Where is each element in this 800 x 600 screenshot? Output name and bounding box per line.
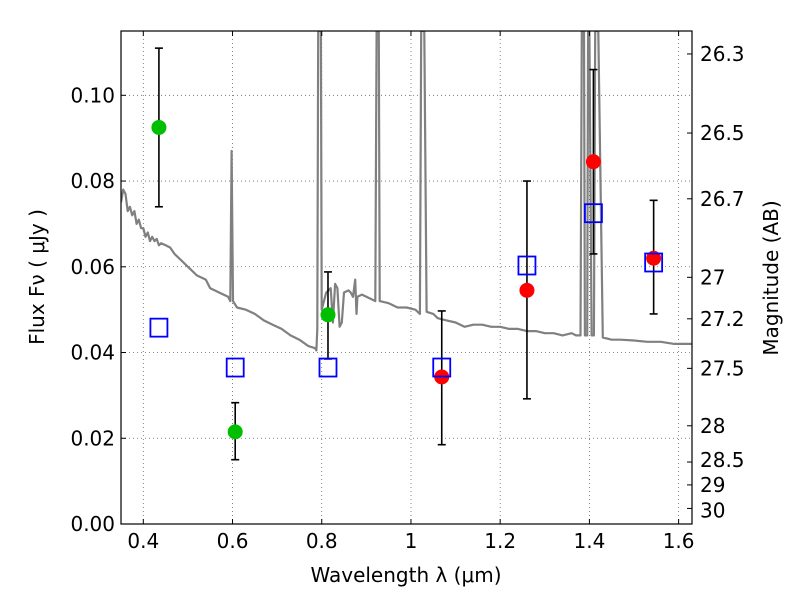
plot-frame bbox=[120, 30, 693, 525]
mag-tick-label: 27.5 bbox=[700, 356, 745, 380]
y-tick-label: 0.00 bbox=[70, 512, 115, 536]
model-band-point bbox=[517, 255, 537, 276]
data-point bbox=[646, 250, 662, 266]
y-tick-label: 0.06 bbox=[70, 255, 115, 279]
x-tick-label: 0.6 bbox=[217, 529, 249, 553]
x-tick-label: 1.6 bbox=[663, 529, 695, 553]
x-tick-label: 1.4 bbox=[573, 529, 605, 553]
model-band-point bbox=[149, 317, 169, 338]
data-point bbox=[320, 307, 336, 323]
y-axis-ticks: 0.00 0.02 0.04 0.06 0.08 0.10 bbox=[70, 83, 126, 536]
x-axis-ticks: 0.4 0.6 0.8 1 1.2 1.4 1.6 bbox=[127, 31, 695, 553]
mag-tick-label: 26.3 bbox=[700, 42, 745, 66]
data-point bbox=[585, 154, 601, 170]
y-tick-label: 0.04 bbox=[70, 341, 115, 365]
x-tick-label: 1 bbox=[405, 529, 418, 553]
model-band-point bbox=[225, 357, 245, 378]
data-point bbox=[519, 282, 535, 298]
x-tick-label: 1.2 bbox=[484, 529, 516, 553]
magnitude-axis-title: Magnitude (AB) bbox=[759, 200, 783, 355]
mag-tick-label: 27 bbox=[700, 265, 725, 289]
mag-tick-label: 26.5 bbox=[700, 121, 745, 145]
mag-tick-label: 28.5 bbox=[700, 448, 745, 472]
y-tick-label: 0.02 bbox=[70, 426, 115, 450]
y-tick-label: 0.10 bbox=[70, 83, 115, 107]
mag-tick-label: 27.2 bbox=[700, 307, 745, 331]
y-axis-title: Flux Fν ( μJy ) bbox=[25, 209, 49, 345]
x-tick-label: 0.4 bbox=[127, 529, 159, 553]
photometry-points bbox=[149, 47, 664, 461]
mag-tick-label: 29 bbox=[700, 473, 725, 497]
data-point bbox=[151, 119, 167, 135]
mag-tick-label: 30 bbox=[700, 498, 725, 522]
x-axis-title: Wavelength λ (μm) bbox=[310, 563, 501, 587]
model-band-point bbox=[584, 203, 603, 224]
mag-tick-label: 26.7 bbox=[700, 187, 745, 211]
model-spectrum bbox=[121, 31, 692, 352]
y-tick-label: 0.08 bbox=[70, 169, 115, 193]
model-band-point bbox=[318, 357, 338, 378]
model-spectrum-line bbox=[121, 31, 692, 352]
model-band-point bbox=[644, 252, 664, 273]
x-tick-label: 0.8 bbox=[306, 529, 338, 553]
mag-tick-label: 28 bbox=[700, 414, 725, 438]
data-point bbox=[227, 424, 243, 440]
grid bbox=[121, 31, 692, 525]
model-band-point bbox=[432, 357, 452, 378]
